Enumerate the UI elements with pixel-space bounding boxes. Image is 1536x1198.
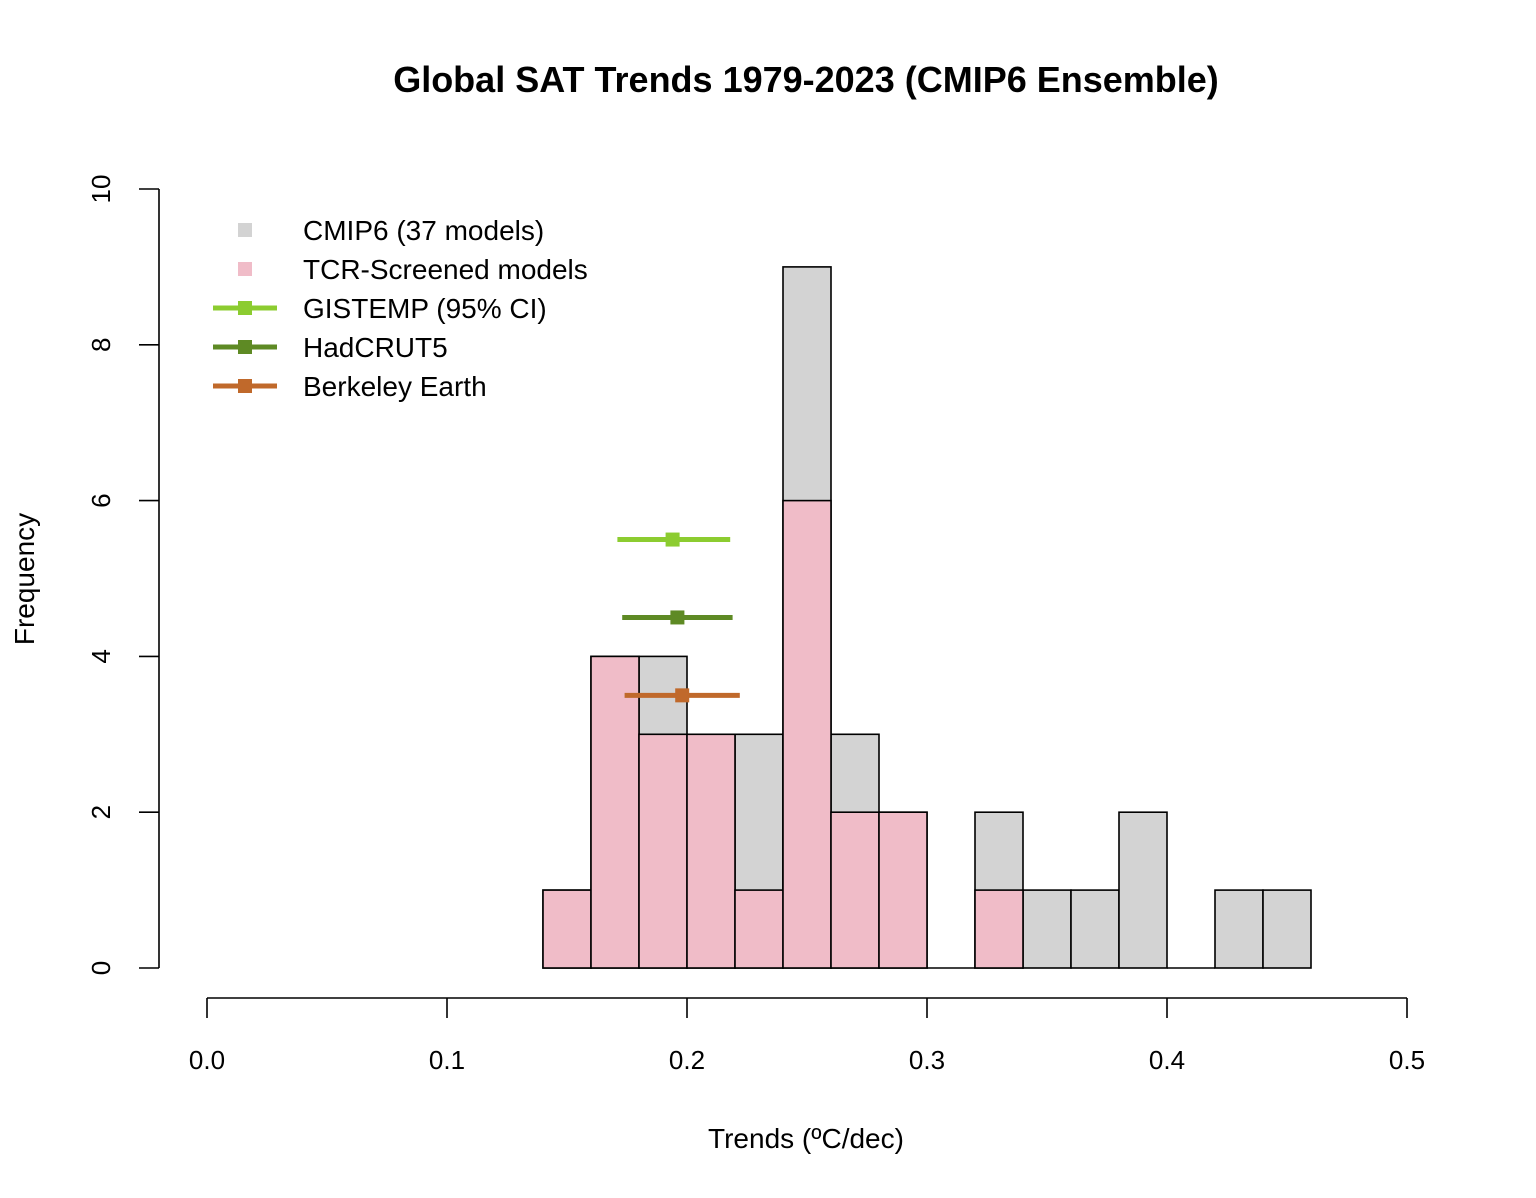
tcr-bar-0 (542, 889, 592, 969)
legend-label-0: CMIP6 (37 models) (303, 215, 544, 246)
legend-swatch-0 (238, 223, 252, 237)
y-tick-label-2: 4 (86, 649, 116, 663)
tcr-bar-5 (782, 499, 832, 969)
legend: CMIP6 (37 models) TCR-Screened models GIST… (213, 215, 588, 402)
y-tick-label-5: 10 (86, 175, 116, 204)
legend-swatch-1 (238, 262, 252, 276)
cmip6-bar-12 (1118, 811, 1168, 969)
chart-title: Global SAT Trends 1979-2023 (CMIP6 Ensem… (393, 59, 1219, 100)
x-tick-label-5: 0.5 (1389, 1045, 1425, 1075)
cmip6-bar-14 (1214, 889, 1264, 969)
y-axis-label: Frequency (9, 513, 40, 645)
legend-marker-4 (238, 379, 252, 393)
x-axis-label: Trends (ºC/dec) (708, 1123, 904, 1154)
tcr-bar-6 (830, 811, 880, 969)
y-tick-label-0: 0 (86, 961, 116, 975)
observation-markers (617, 532, 740, 703)
obs-point-2 (675, 688, 690, 703)
legend-marker-2 (238, 301, 252, 315)
tcr-bar-3 (686, 733, 736, 969)
tcr-bar-1 (590, 655, 640, 969)
obs-point-1 (670, 610, 685, 625)
tcr-bar-2 (638, 733, 688, 969)
obs-point-0 (665, 532, 680, 547)
legend-label-2: GISTEMP (95% CI) (303, 293, 547, 324)
legend-label-3: HadCRUT5 (303, 332, 448, 363)
x-tick-label-0: 0.0 (189, 1045, 225, 1075)
legend-label-4: Berkeley Earth (303, 371, 487, 402)
y-axis: 0 2 4 6 8 10 (86, 175, 160, 975)
x-tick-label-2: 0.2 (669, 1045, 705, 1075)
x-tick-label-1: 0.1 (429, 1045, 465, 1075)
y-tick-label-4: 8 (86, 338, 116, 352)
tcr-bar-4 (734, 889, 784, 969)
tcr-screened-bars (542, 499, 1024, 969)
x-tick-label-4: 0.4 (1149, 1045, 1185, 1075)
cmip6-bar-10 (1022, 889, 1072, 969)
cmip6-bar-15 (1262, 889, 1312, 969)
legend-marker-3 (238, 340, 252, 354)
y-tick-label-1: 2 (86, 805, 116, 819)
legend-label-1: TCR-Screened models (303, 254, 588, 285)
x-tick-label-3: 0.3 (909, 1045, 945, 1075)
tcr-bar-9 (974, 889, 1024, 969)
x-axis: 0.0 0.1 0.2 0.3 0.4 0.5 (189, 997, 1425, 1075)
y-tick-label-3: 6 (86, 493, 116, 507)
cmip6-bar-11 (1070, 889, 1120, 969)
tcr-bar-7 (878, 811, 928, 969)
